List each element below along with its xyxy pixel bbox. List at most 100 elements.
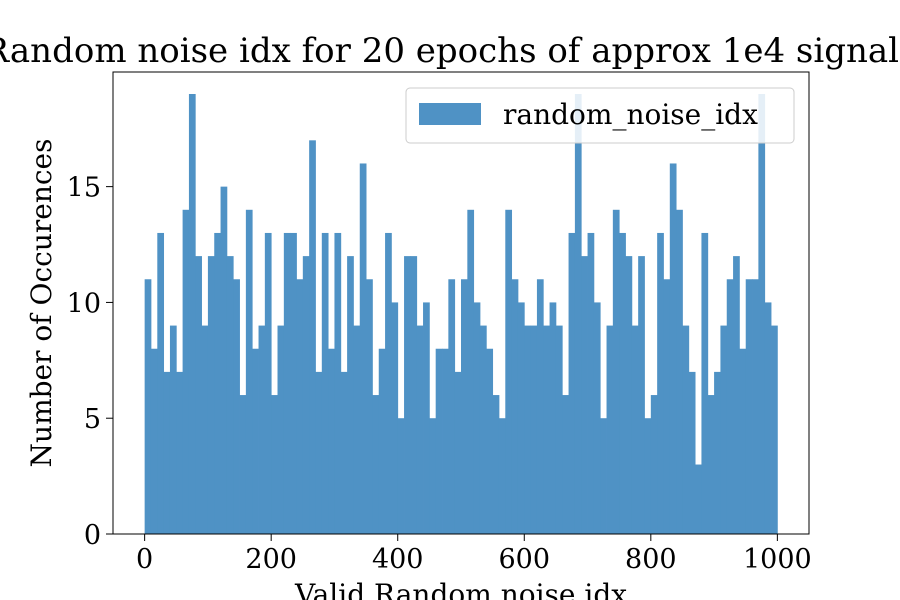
x-axis-label: Valid Random noise idx [294, 578, 627, 600]
histogram-bar [574, 94, 582, 534]
histogram-bar [587, 232, 595, 534]
histogram-bar [353, 325, 361, 534]
histogram-bar [239, 395, 247, 534]
histogram-bar [720, 325, 728, 534]
histogram-bar [764, 302, 772, 534]
histogram-bar [340, 371, 348, 534]
histogram-bar [271, 395, 278, 534]
y-tick-label: 0 [84, 520, 101, 551]
plot-frame [112, 71, 810, 535]
histogram-bar [290, 232, 297, 534]
histogram-bar [454, 371, 462, 534]
legend-box [405, 87, 795, 144]
histogram-bar [701, 232, 709, 534]
histogram-bar [448, 279, 456, 534]
histogram-bar [188, 94, 196, 534]
histogram-bar [745, 279, 753, 534]
y-tick-label: 5 [84, 404, 101, 435]
histogram-bar [739, 348, 747, 534]
chart-title: Random noise idx for 20 epochs of approx… [0, 31, 900, 71]
histogram-bar [562, 395, 569, 534]
histogram-bar [663, 279, 671, 534]
histogram-bar [144, 279, 152, 534]
histogram-bar [644, 418, 652, 534]
histogram-bar [410, 256, 418, 534]
histogram-bar [366, 279, 373, 534]
histogram-bar [378, 348, 386, 534]
x-tick-label: 1000 [743, 544, 812, 575]
histogram-bar [315, 371, 323, 534]
x-tick-label: 0 [136, 544, 153, 575]
histogram-bar [688, 371, 696, 534]
histogram-bar [638, 256, 645, 534]
histogram-bar [543, 325, 550, 534]
histogram-bar [650, 395, 658, 534]
histogram-bar [555, 325, 563, 534]
histogram-bar [682, 325, 690, 534]
histogram-bar [473, 302, 481, 534]
histogram-bar [492, 395, 500, 534]
histogram-bar [619, 232, 626, 534]
histogram-bar [195, 256, 202, 534]
histogram-bar [220, 186, 228, 534]
histogram-bar [479, 325, 487, 534]
histogram-bar [511, 279, 519, 534]
y-tick-label: 15 [67, 173, 101, 204]
histogram-bar [182, 209, 190, 535]
histogram-bar [752, 279, 759, 534]
histogram-bar [498, 418, 506, 534]
histogram-bar [625, 256, 633, 534]
histogram-bar [214, 232, 221, 534]
histogram-bar [568, 232, 576, 534]
x-axis: 0 200 400 600 800 1000 [136, 534, 812, 575]
x-tick-label: 400 [372, 544, 424, 575]
histogram-bar [505, 209, 513, 535]
legend-label: random_noise_idx [503, 98, 758, 131]
histogram-bar [264, 232, 272, 534]
x-tick-label: 800 [625, 544, 677, 575]
x-tick-label: 200 [245, 544, 297, 575]
histogram-bar [593, 302, 601, 534]
histogram-bar [600, 418, 607, 534]
histogram-bar [612, 209, 620, 535]
histogram-bar [372, 395, 380, 534]
histogram-bar [302, 256, 310, 534]
histogram-bar [423, 302, 430, 534]
histogram-bar [233, 279, 240, 534]
histogram-bar [347, 256, 354, 534]
histogram-bar [631, 325, 639, 534]
histogram-bar [657, 232, 664, 534]
histogram-bars [144, 94, 778, 535]
histogram-bar [359, 163, 367, 534]
legend-swatch [419, 103, 481, 125]
histogram-bar [252, 348, 259, 534]
histogram-bar [391, 302, 399, 534]
histogram-bar [226, 256, 234, 534]
histogram-bar [486, 348, 494, 534]
x-tick-label: 600 [498, 544, 550, 575]
histogram-bar [150, 348, 158, 534]
histogram-bar [404, 256, 411, 534]
histogram-bar [467, 209, 475, 535]
histogram-bar [296, 279, 304, 534]
histogram-bar [163, 371, 171, 534]
histogram-bar [524, 325, 531, 534]
histogram-bar [397, 418, 405, 534]
histogram-bar [758, 94, 766, 534]
histogram-bar [442, 348, 449, 534]
histogram-bar [334, 232, 342, 534]
histogram-bar [530, 325, 538, 534]
y-axis-label: Number of Occurences [25, 139, 58, 468]
histogram-bar [321, 232, 329, 534]
histogram-bar [245, 209, 253, 535]
histogram-bar [385, 232, 392, 534]
histogram-bar [283, 232, 291, 534]
histogram-bar [606, 325, 614, 534]
histogram-bar [176, 371, 183, 534]
histogram-bar [726, 279, 734, 534]
histogram-bar [309, 140, 316, 534]
histogram-bar [207, 256, 215, 534]
histogram-bar [536, 279, 544, 534]
histogram-bar [461, 279, 468, 534]
